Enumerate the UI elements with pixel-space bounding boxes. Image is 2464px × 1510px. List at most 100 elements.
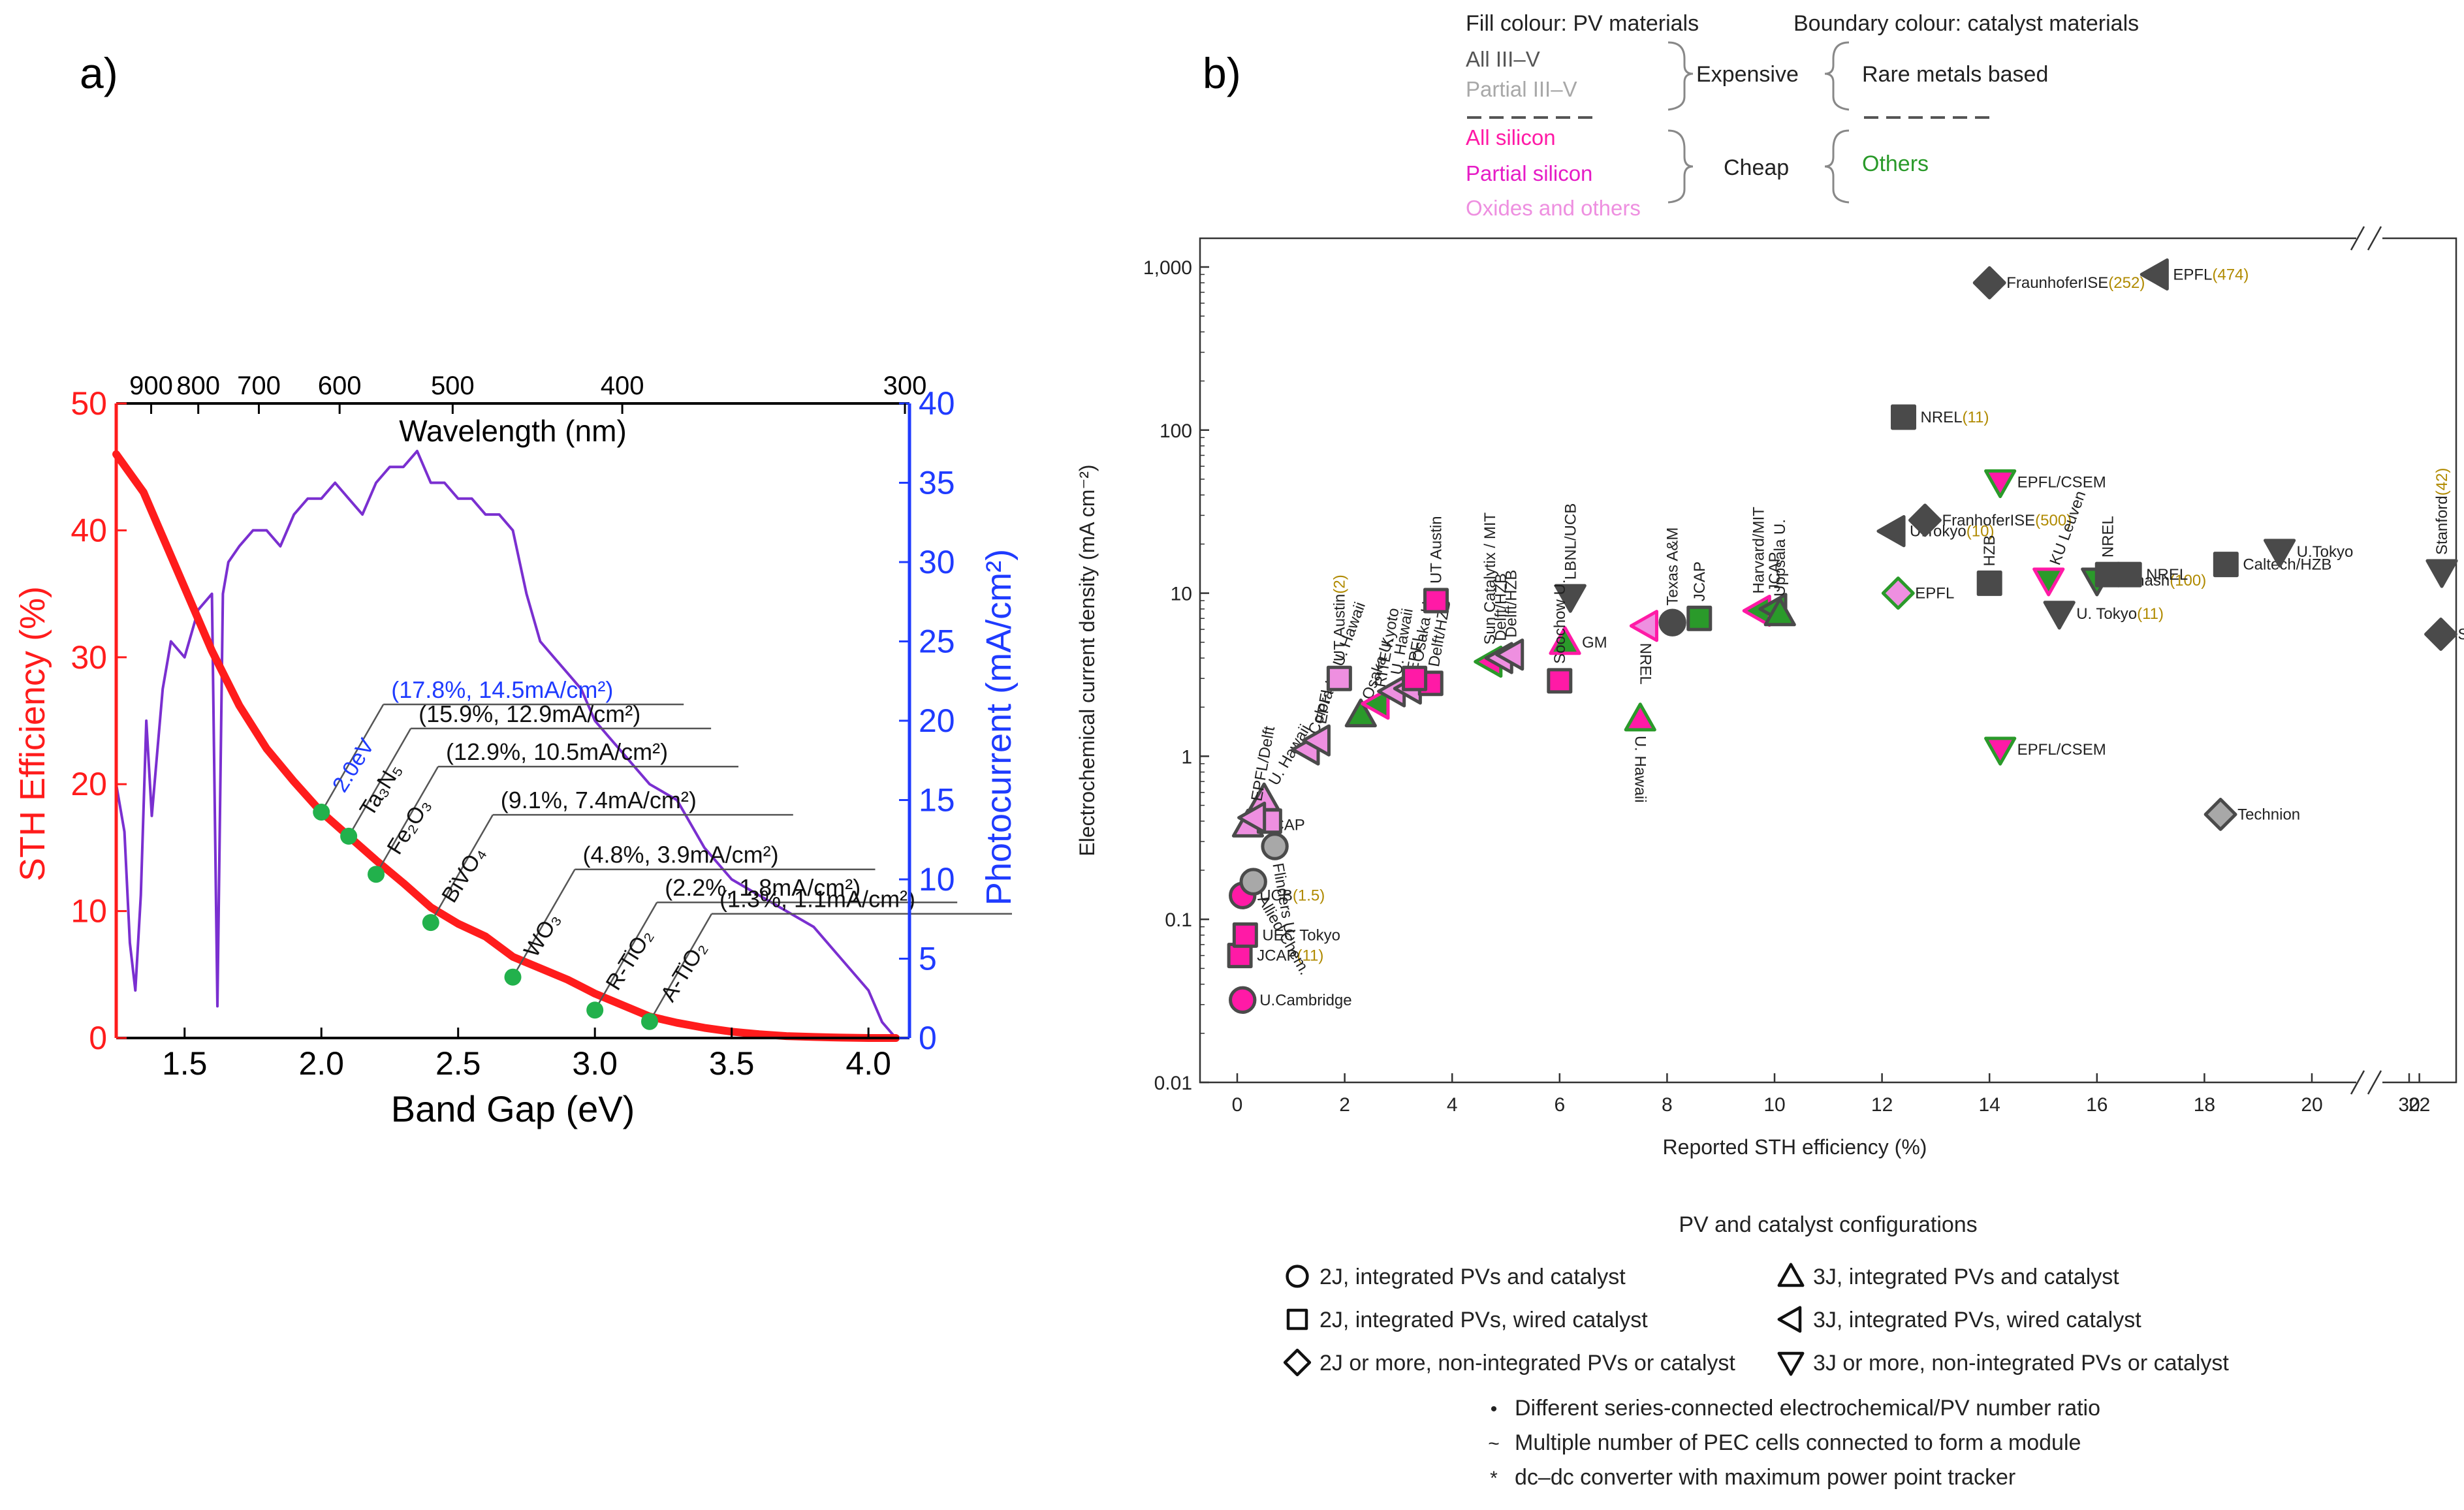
point-label: Texas A&M: [1664, 527, 1682, 606]
x-tick-label: 3.0: [572, 1045, 618, 1082]
legend-shape-tri-down: [1777, 1351, 1805, 1376]
point-label: JCAP: [1691, 561, 1709, 601]
annotation-leader: [348, 728, 412, 837]
point-label: EPFL/CSEM: [2017, 741, 2106, 759]
x-tick-label: 30: [2398, 1094, 2420, 1116]
annotation-value: (15.9%, 12.9mA/cm²): [419, 700, 640, 727]
point-label: GM: [1582, 634, 1607, 652]
point-label: JCAP(11): [1257, 947, 1323, 965]
x-axis-title: Band Gap (eV): [391, 1088, 635, 1129]
point-1: [340, 827, 358, 845]
legend-others: Others: [1862, 151, 1929, 176]
legend-shape-tri-left: [1777, 1306, 1802, 1333]
annotation-material: BiVO₄: [437, 842, 490, 907]
point-47: [2213, 552, 2239, 578]
annotation-material: A-TiO₂: [656, 937, 712, 1006]
y2-tick-label: 30: [919, 544, 955, 580]
point-14: [1361, 687, 1390, 720]
point-0: [1229, 986, 1257, 1015]
point-label: UCB(1.5): [1259, 887, 1325, 905]
y-tick-label: 10: [71, 893, 107, 930]
annotation-leader: [594, 902, 658, 1011]
point-2: [368, 866, 385, 883]
point-29: [1686, 605, 1713, 631]
point-33: [1881, 576, 1915, 610]
point-43: [2043, 601, 2076, 630]
x-tick-label: 1.5: [162, 1045, 208, 1082]
chart-b: 024681012141618202230320.010.11101001,00…: [1075, 226, 2464, 1159]
legend-configurations: PV and catalyst configurations 2J, integ…: [1283, 1212, 2229, 1490]
x-tick-label: 22: [2409, 1094, 2430, 1116]
point-note: (1.5): [1293, 887, 1325, 905]
point-5: [1261, 832, 1289, 860]
annotation-leader: [430, 814, 494, 923]
point-label: Stanford(42): [2433, 468, 2451, 555]
x-tick-label: 6: [1554, 1094, 1565, 1116]
point-18: [1402, 665, 1428, 691]
point-label: Harvard/MIT: [1750, 507, 1767, 594]
axis-break-mark: [2350, 1070, 2365, 1095]
annotation-material: Fe₂O₃: [383, 794, 436, 858]
x-tick-label: 20: [2301, 1094, 2322, 1116]
y2-tick-label: 40: [919, 385, 955, 422]
y2-tick-label: 0: [919, 1020, 937, 1056]
top-axis-title: Wavelength (nm): [399, 414, 627, 448]
series-photocurrent: [115, 449, 897, 1039]
point-22: [1495, 638, 1524, 671]
point-24: [1554, 584, 1587, 613]
point-32: [1763, 597, 1796, 627]
point-50: [2424, 618, 2457, 651]
point-label: NREL(11): [1921, 409, 1989, 426]
legend-item-label: 3J, integrated PVs and catalyst: [1813, 1265, 2119, 1289]
point-label: Technion: [2237, 806, 2300, 823]
point-label: JCAP: [1766, 552, 1784, 591]
point-42: [2032, 567, 2065, 597]
annotation-value: (1.3%, 1.1mA/cm²): [719, 886, 915, 913]
axis-break-mark: [2350, 226, 2365, 251]
point-label: LBNL/UCB: [1562, 503, 1579, 580]
y-tick-label: 10: [1171, 584, 1192, 605]
point-label: U.Cambridge: [1259, 992, 1351, 1009]
annotation-value: (12.9%, 10.5mA/cm²): [446, 738, 668, 765]
point-49: [2203, 798, 2237, 831]
annotation-leader: [321, 704, 385, 813]
point-note: (11): [1963, 409, 1989, 426]
x-tick-label: 2.0: [298, 1045, 344, 1082]
point-label: FranhoferISE(500): [1942, 512, 2072, 529]
point-38: [2140, 258, 2169, 291]
point-35: [1908, 503, 1942, 537]
x-tick-label: 12: [1871, 1094, 1893, 1116]
top-tick-label: 900: [129, 371, 173, 400]
legend-item-label: 2J, integrated PVs, wired catalyst: [1319, 1308, 1648, 1332]
legend-partial-silicon: Partial silicon: [1466, 161, 1592, 185]
x-tick-label: 4.0: [845, 1045, 891, 1082]
point-6: [640, 1013, 658, 1030]
x-tick-label: 14: [1979, 1094, 2000, 1116]
point-11: [1301, 724, 1331, 757]
top-tick-label: 700: [237, 371, 281, 400]
y2-tick-label: 15: [919, 782, 955, 819]
y-tick-label: 0: [89, 1020, 107, 1056]
top-tick-label: 800: [176, 371, 220, 400]
annotation-leader: [375, 766, 439, 875]
legend-cheap: Cheap: [1724, 155, 1789, 180]
y2-tick-label: 10: [919, 861, 955, 898]
point-note: (11): [1297, 947, 1323, 965]
legend-all-iiiv: All III–V: [1466, 47, 1540, 71]
top-tick-label: 500: [431, 371, 475, 400]
legend-item-label: 3J or more, non-integrated PVs or cataly…: [1813, 1351, 2229, 1376]
point-label: Caltech/HZB: [2243, 556, 2331, 574]
top-tick-label: 400: [601, 371, 644, 400]
y-tick-label: 30: [71, 639, 107, 676]
legend-item-label: 2J or more, non-integrated PVs or cataly…: [1319, 1351, 1735, 1376]
point-label: UT Austin: [1428, 516, 1445, 584]
brace-others: [1824, 129, 1850, 204]
legend-partial-iiiv: Partial III–V: [1466, 77, 1577, 101]
legend-oxides: Oxides and others: [1466, 196, 1641, 220]
annotation-leader: [512, 869, 576, 978]
chart-a: (17.8%, 14.5mA/cm²)2.0eV(15.9%, 12.9mA/c…: [13, 371, 1019, 1129]
point-label: NREL: [1636, 643, 1654, 685]
legend-item-label: 2J, integrated PVs and catalyst: [1319, 1265, 1626, 1289]
point-13: [1344, 699, 1377, 728]
